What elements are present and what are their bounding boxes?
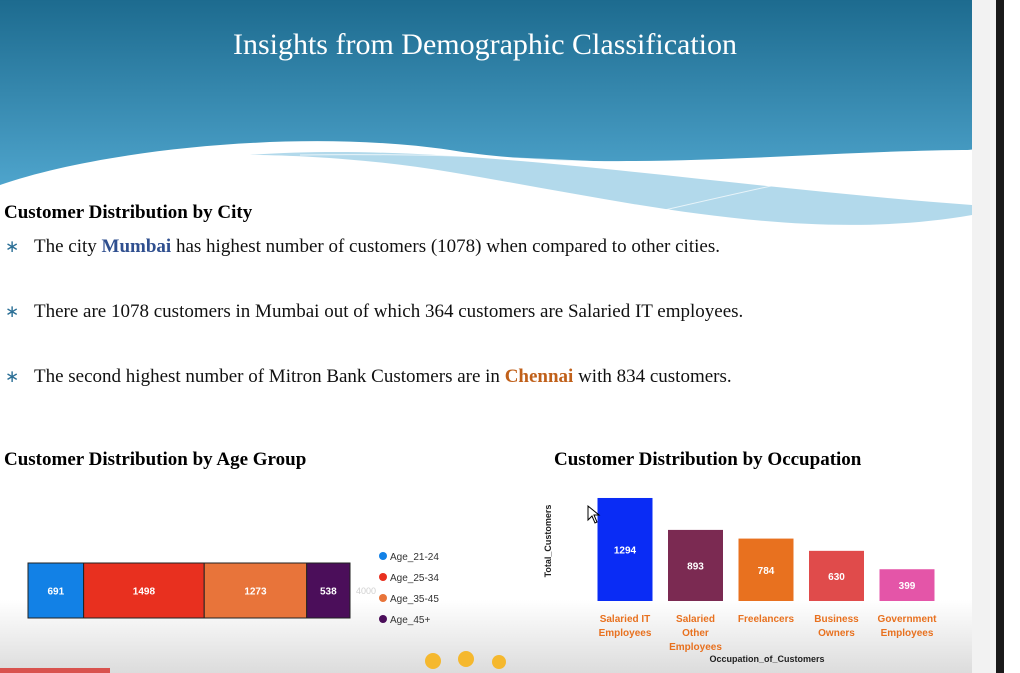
section-heading: Customer Distribution by City [4,202,253,223]
bullet-marker: ∗ [5,367,19,386]
slide-title: Insights from Demographic Classification [233,28,737,61]
side-margin [1004,0,1020,673]
data-label: 1498 [133,587,156,598]
text-run: The city [34,236,102,257]
label-line: Freelancers [738,614,795,625]
reaction-icons [425,651,506,669]
bullet-text: The second highest number of Mitron Bank… [34,366,732,387]
bar [809,550,864,601]
label-line: Owners [818,628,855,639]
label-line: Employees [599,628,652,639]
data-label: 1294 [614,545,637,556]
x-tick-label: Business Owners [814,614,859,639]
x-tick-label: Salaried Other Employees [669,614,722,653]
label-line: Employees [669,642,722,653]
bullet-text: There are 1078 customers in Mumbai out o… [34,301,743,322]
bar [738,538,794,601]
data-label: 893 [687,561,704,572]
legend-label: Age_35-45 [390,594,439,605]
header-wave [250,151,972,225]
data-label: 691 [47,587,64,598]
data-label: 399 [899,581,916,592]
bullet-marker: ∗ [5,237,19,256]
bar-segment [203,562,308,619]
x-axis-title: Occupation_of_Customers [709,654,824,664]
legend-label: Age_45+ [390,615,430,626]
text-run: has highest number of customers (1078) w… [171,236,720,257]
data-label: 538 [320,587,337,598]
bar [668,529,723,601]
label-line: Other [682,628,709,639]
chart-title: Customer Distribution by Occupation [554,449,862,470]
legend-label: Age_25-34 [390,573,439,584]
header-line [299,149,973,169]
legend-swatch [379,594,387,602]
data-label: 1273 [244,587,267,598]
charts: 691 Age_21-24 1498 Age_25-34 1273 Age_35-45 53… [27,497,938,664]
x-tick-label: Salaried IT Employees [599,614,652,639]
text-run: Mumbai [102,236,172,257]
progress [0,668,110,673]
legend-swatch [379,552,387,560]
icon-clap[interactable] [492,655,506,669]
legend-swatch [379,573,387,581]
side-edge [996,0,1004,673]
x-tick-label: Government Employees [878,614,938,639]
header-line [599,149,973,226]
text-run: with 834 customers. [573,366,731,387]
bar-segment [306,562,351,619]
x-tick-label: 4000 [356,586,376,596]
y-axis-title: Total_Customers [543,505,553,578]
text-run: The second highest number of Mitron Bank… [34,366,505,387]
x-tick-label: Freelancers [738,614,795,625]
chart-title: Customer Distribution by Age Group [4,449,306,470]
side-strip [972,0,996,673]
data-label: 630 [828,572,845,583]
label-line: Government [878,614,938,625]
legend-label: Age_21-24 [390,552,439,563]
text-run: There are 1078 customers in Mumbai out o… [34,301,743,322]
label-line: Salaried IT [600,614,651,625]
bar [879,569,935,601]
label-line: Salaried [676,614,715,625]
bar-segment [83,562,205,619]
bullet-marker: ∗ [5,302,19,321]
bar [597,497,653,601]
cursor [587,504,601,524]
header-band [0,0,972,185]
text-run: Chennai [505,366,574,387]
icon-dislike[interactable] [458,651,474,667]
label-line: Business [814,614,859,625]
label-line: Employees [881,628,934,639]
bullet-list: ∗ The city Mumbai has highest number of c… [5,236,743,387]
legend-swatch [379,615,387,623]
icon-like[interactable] [425,653,441,669]
data-label: 784 [758,566,775,577]
bullet-text: The city Mumbai has highest number of cu… [34,236,720,257]
